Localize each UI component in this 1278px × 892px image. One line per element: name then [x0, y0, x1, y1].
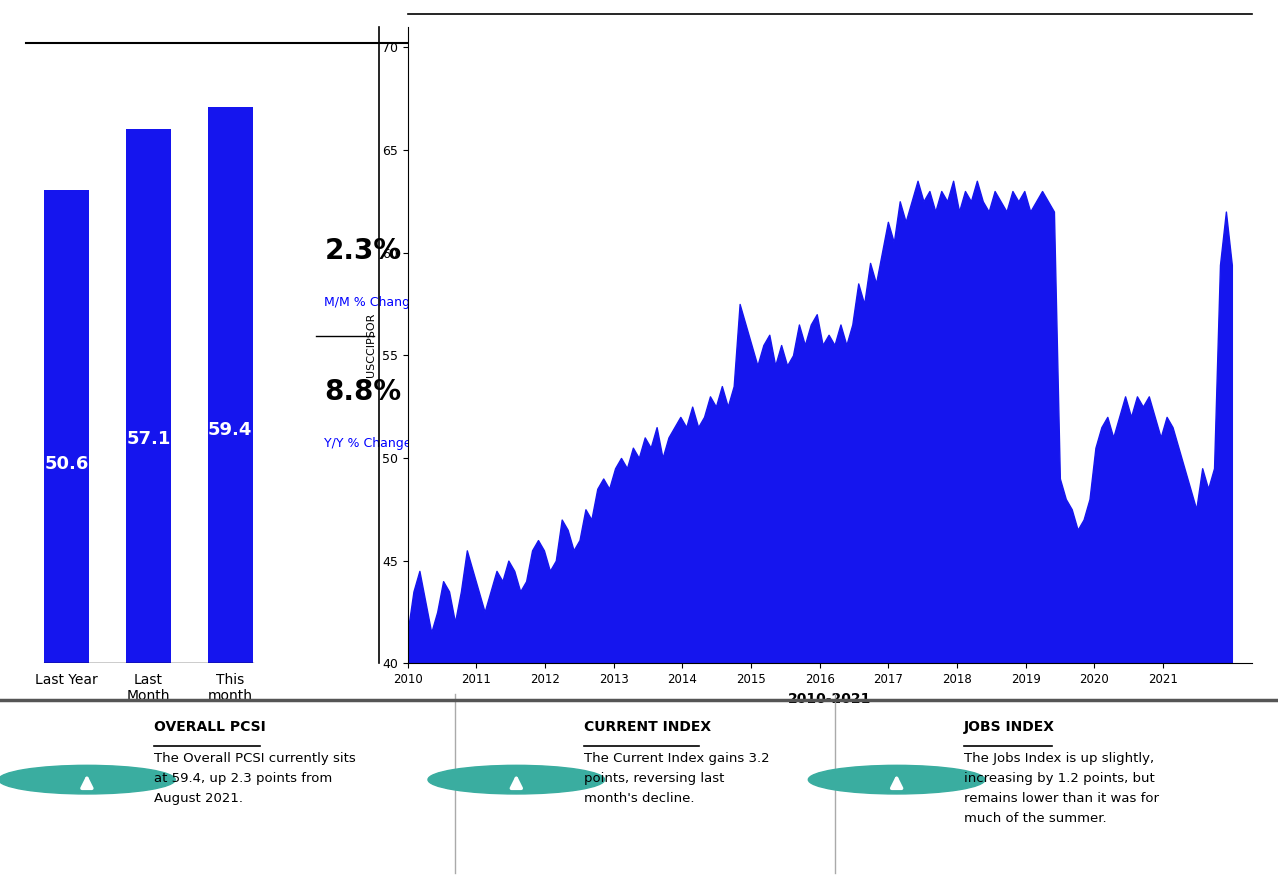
X-axis label: 2010-2021: 2010-2021: [789, 691, 872, 706]
Circle shape: [0, 765, 175, 794]
Text: M/M % Change: M/M % Change: [325, 296, 418, 310]
Bar: [208, 107, 253, 664]
Text: Y/Y % Change: Y/Y % Change: [325, 437, 412, 450]
Bar: [125, 128, 171, 664]
Text: 50.6: 50.6: [45, 455, 88, 474]
Text: The Jobs Index is up slightly,
increasing by 1.2 points, but
remains lower than : The Jobs Index is up slightly, increasin…: [964, 752, 1159, 825]
Circle shape: [808, 765, 985, 794]
Text: CURRENT INDEX: CURRENT INDEX: [584, 720, 711, 734]
Bar: [43, 190, 89, 664]
Text: 57.1: 57.1: [127, 430, 170, 448]
Circle shape: [428, 765, 604, 794]
Text: 2.3%: 2.3%: [325, 237, 401, 266]
Text: JOBS INDEX: JOBS INDEX: [964, 720, 1056, 734]
Text: 8.8%: 8.8%: [325, 378, 401, 406]
Text: The Current Index gains 3.2
points, reversing last
month's decline.: The Current Index gains 3.2 points, reve…: [584, 752, 769, 805]
Text: The Overall PCSI currently sits
at 59.4, up 2.3 points from
August 2021.: The Overall PCSI currently sits at 59.4,…: [155, 752, 357, 805]
Text: USPCSI: USPCSI: [33, 0, 112, 1]
Text: US PRIMARY CONSUMER SENTIMENT INDEX (PCSI): US PRIMARY CONSUMER SENTIMENT INDEX (PCS…: [408, 0, 800, 1]
Text: OVERALL PCSI: OVERALL PCSI: [155, 720, 266, 734]
Y-axis label: USCCIPSOR: USCCIPSOR: [367, 313, 376, 377]
Text: 59.4: 59.4: [208, 421, 253, 439]
